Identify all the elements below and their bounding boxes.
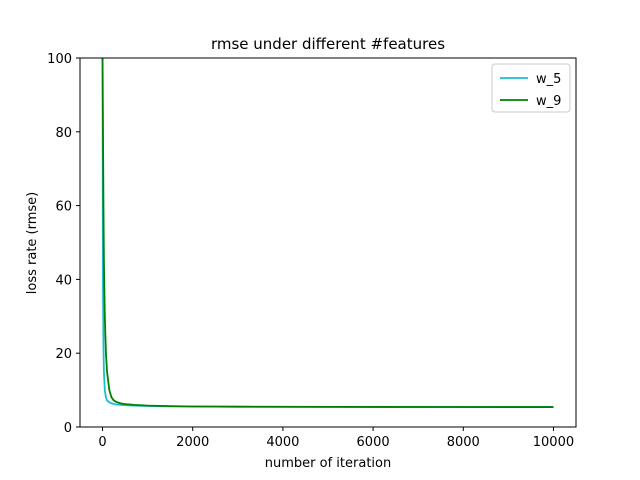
x-tick-label: 10000 [533, 435, 574, 450]
x-tick-label: 0 [98, 435, 106, 450]
x-tick-label: 6000 [357, 435, 390, 450]
y-tick-label: 100 [47, 52, 72, 67]
x-axis-label: number of iteration [265, 456, 391, 471]
y-tick-label: 0 [64, 421, 72, 436]
chart-title: rmse under different #features [211, 35, 445, 53]
plot-frame [79, 57, 577, 428]
y-tick-label: 60 [55, 200, 72, 215]
y-tick-label: 80 [55, 126, 72, 141]
y-axis-label: loss rate (rmse) [25, 192, 40, 294]
series-layer [101, 58, 554, 408]
x-tick-label: 2000 [176, 435, 209, 450]
legend-label-w_5: w_5 [536, 72, 561, 87]
ticks-layer: 0 2000 4000 6000 8000 10000 0 20 40 60 80 100 [47, 52, 574, 450]
x-tick-label: 8000 [447, 435, 480, 450]
x-tick-label: 4000 [266, 435, 299, 450]
legend-label-w_9: w_9 [536, 94, 561, 109]
series-line-w_9 [101, 58, 554, 408]
y-tick-label: 20 [55, 347, 72, 362]
y-tick-label: 40 [55, 273, 72, 288]
legend: w_5w_9 [491, 63, 571, 113]
